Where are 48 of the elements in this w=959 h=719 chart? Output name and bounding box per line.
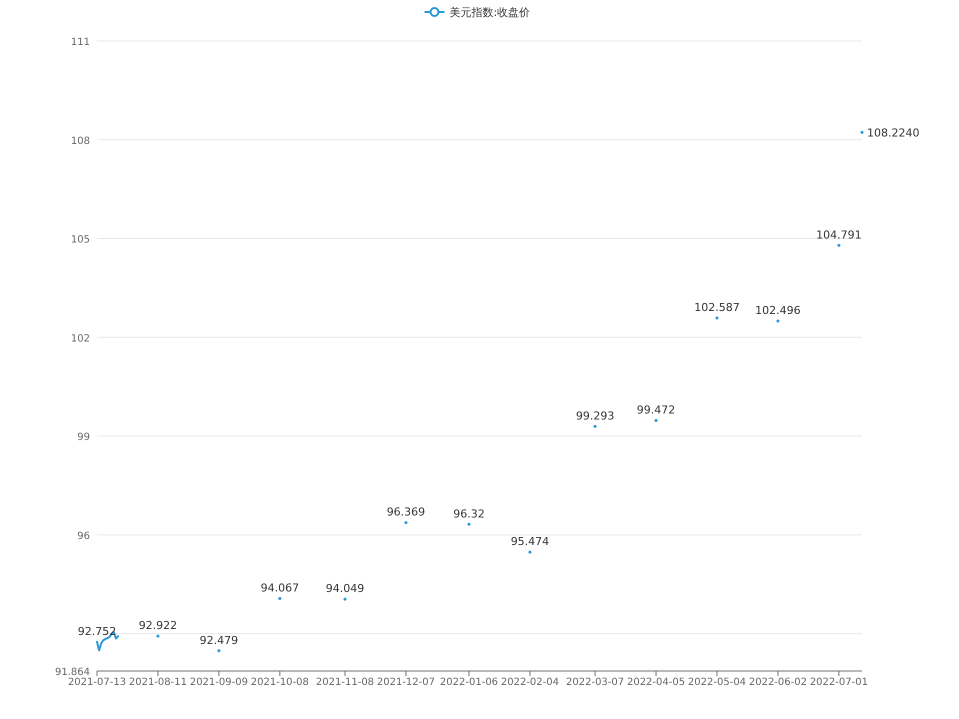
point (860, 130, 864, 134)
data-label: 92.479 (200, 634, 238, 647)
y-tick-label: 105 (70, 234, 90, 246)
y-tick-label: 111 (70, 37, 90, 48)
point (343, 598, 346, 601)
point (404, 521, 408, 524)
point (528, 550, 532, 554)
point (594, 424, 597, 428)
point (776, 319, 780, 322)
y-tick-label: 91.864 (55, 667, 90, 678)
data-label: 102.496 (755, 304, 801, 317)
data-label: 99.472 (636, 404, 676, 417)
y-tick-label: 102 (70, 333, 90, 344)
data-label: 94.049 (326, 582, 364, 596)
x-tick-label: 2022-03-07 (566, 677, 624, 688)
point (837, 244, 840, 247)
x-tick-label: 2022-02-04 (500, 677, 559, 688)
x-tick-label: 2021-11-08 (316, 677, 374, 688)
data-label: 94.067 (260, 581, 300, 594)
data-label: 92.752 (78, 624, 116, 638)
legend-label: 美元指数:收盘价 (450, 6, 530, 19)
y-tick-label: 108 (70, 136, 90, 147)
x-tick-label: 2021-07-13 (68, 677, 126, 688)
data-label: 108.2240 (867, 126, 920, 140)
y-tick-label: 96 (77, 530, 90, 542)
data-label: 96.32 (453, 507, 485, 520)
point (467, 522, 470, 526)
data-label: 92.922 (138, 619, 178, 632)
data-label: 95.474 (510, 535, 550, 548)
data-label: 102.587 (694, 300, 740, 314)
x-tick-label: 2022-06-02 (748, 677, 807, 688)
point (156, 634, 160, 638)
point (278, 596, 282, 600)
point (654, 419, 658, 422)
x-tick-label: 2022-01-06 (440, 677, 498, 688)
x-tick-label: 2022-07-01 (810, 677, 868, 688)
point (217, 649, 220, 652)
x-tick-label: 2022-04-05 (626, 677, 686, 688)
x-tick-label: 2021-09-09 (190, 677, 248, 688)
data-label: 96.369 (386, 506, 426, 519)
x-tick-label: 2022-05-04 (688, 677, 746, 688)
x-tick-label: 2021-12-07 (376, 677, 436, 688)
point (715, 316, 718, 320)
y-tick-label: 99 (77, 432, 90, 444)
x-tick-label: 2021-10-08 (250, 677, 309, 688)
data-label: 99.293 (576, 409, 614, 422)
data-label: 104.791 (816, 228, 862, 242)
x-tick-label: 2021-08-11 (128, 677, 188, 688)
